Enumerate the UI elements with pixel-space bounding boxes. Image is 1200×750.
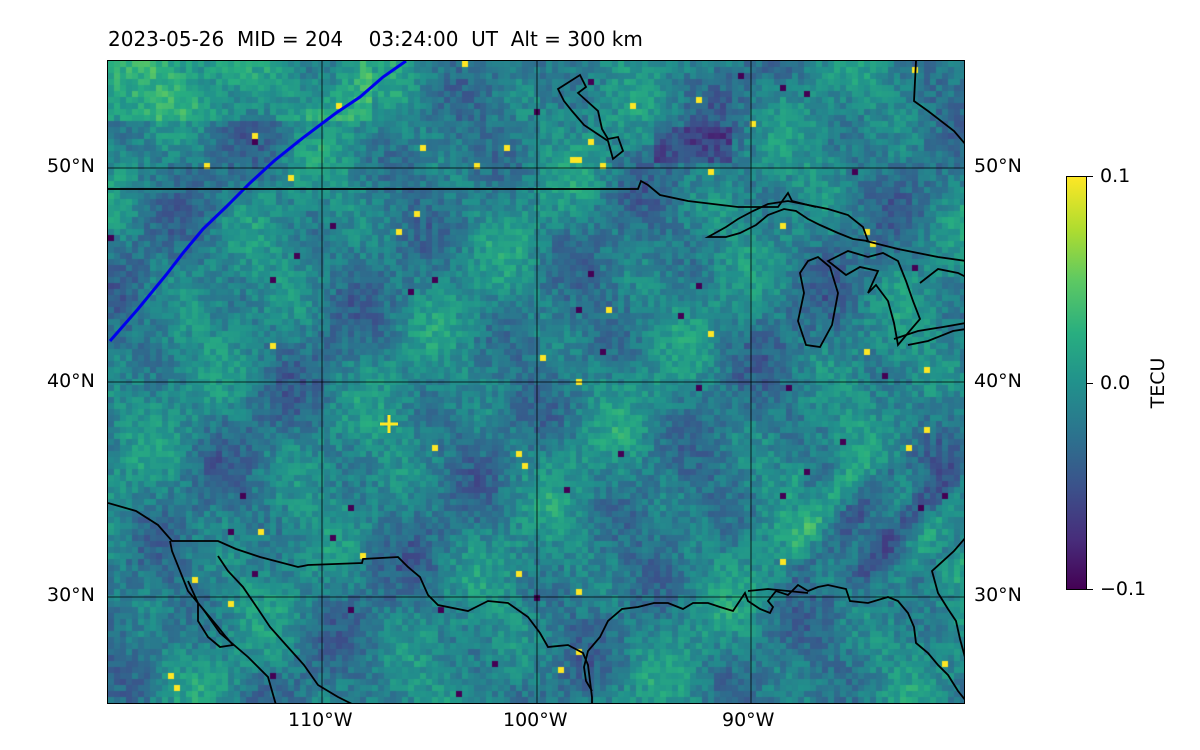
colorbar bbox=[1066, 176, 1087, 590]
coastline-hudson-bay bbox=[556, 73, 625, 161]
lat-tick-30n-left: 30°N bbox=[47, 584, 95, 606]
coastline-hudson-east bbox=[913, 61, 964, 145]
colorbar-label-min: −0.1 bbox=[1100, 578, 1147, 600]
coastline-mainland-mexico-west bbox=[217, 555, 353, 703]
lat-tick-40n-left: 40°N bbox=[47, 370, 95, 392]
title-time: 03:24:00 UT bbox=[368, 27, 498, 51]
colorbar-label-mid: 0.0 bbox=[1100, 372, 1131, 394]
terminator-line bbox=[108, 61, 407, 342]
coastline-baja bbox=[169, 540, 235, 648]
lat-tick-50n-right: 50°N bbox=[974, 155, 1022, 177]
lon-tick-110w: 110°W bbox=[288, 709, 353, 731]
marker-cross bbox=[380, 415, 398, 433]
coastline-atlantic-se bbox=[930, 537, 964, 658]
lake-erie bbox=[893, 322, 964, 340]
colorbar-tick-mid bbox=[1087, 383, 1093, 384]
coastlines bbox=[108, 61, 964, 703]
coastline-baja-outer bbox=[202, 608, 277, 703]
lat-tick-40n-right: 40°N bbox=[974, 370, 1022, 392]
title-date: 2023-05-26 bbox=[108, 27, 225, 51]
border-us-canada bbox=[108, 179, 817, 208]
coastline-gulf bbox=[583, 583, 964, 700]
border-us-mexico bbox=[108, 502, 593, 703]
lat-tick-50n-left: 50°N bbox=[47, 155, 95, 177]
colorbar-title: TECU bbox=[1147, 357, 1169, 409]
coastline-florida bbox=[747, 588, 809, 594]
colorbar-label-max: 0.1 bbox=[1100, 165, 1131, 187]
map-overlay bbox=[108, 61, 964, 703]
figure-title: 2023-05-26 MID = 204 03:24:00 UT Alt = 3… bbox=[108, 27, 643, 51]
colorbar-tick-min bbox=[1087, 589, 1093, 590]
colorbar-tick-max bbox=[1087, 176, 1093, 177]
lon-tick-90w: 90°W bbox=[722, 709, 775, 731]
tec-map bbox=[107, 60, 965, 704]
coastline-northeast bbox=[865, 240, 964, 262]
lake-ontario bbox=[907, 328, 964, 346]
lon-tick-100w: 100°W bbox=[503, 709, 568, 731]
title-alt: Alt = 300 km bbox=[510, 27, 643, 51]
coastline-georgian bbox=[919, 268, 964, 284]
graticule bbox=[108, 61, 964, 703]
lake-superior bbox=[704, 200, 870, 243]
lat-tick-30n-right: 30°N bbox=[974, 584, 1022, 606]
lake-huron bbox=[826, 250, 922, 348]
title-mid: MID = 204 bbox=[236, 27, 344, 51]
lake-michigan bbox=[797, 255, 839, 348]
